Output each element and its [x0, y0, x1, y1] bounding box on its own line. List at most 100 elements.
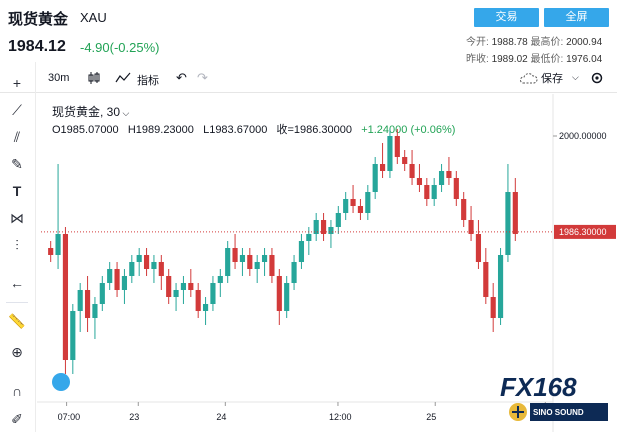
candle-body: [269, 255, 275, 276]
high-value: 2000.94: [566, 37, 603, 48]
settings-gear-icon[interactable]: [590, 71, 604, 85]
trade-button[interactable]: 交易: [474, 8, 539, 27]
svg-text:FX168: FX168: [500, 372, 577, 402]
candle-body: [490, 297, 496, 318]
candle-body: [335, 213, 341, 227]
pattern-icon[interactable]: ⋈: [10, 210, 24, 226]
interval-selector[interactable]: 30m: [48, 72, 70, 84]
back-arrow-icon[interactable]: ←: [10, 275, 24, 291]
stats-row-2: 昨收: 1989.02 最低价: 1976.04: [466, 50, 602, 65]
open-value: 1988.78: [491, 37, 528, 48]
candle-body: [343, 199, 349, 213]
prev-close-value: 1989.02: [491, 54, 528, 65]
legend-low: L1983.67000: [203, 124, 268, 136]
magnet-icon[interactable]: ∩: [11, 383, 23, 399]
candle-body: [298, 241, 305, 262]
candle-type-icon[interactable]: [87, 71, 101, 85]
trendline-icon[interactable]: ⟋: [12, 102, 22, 118]
candle-body: [416, 178, 423, 185]
candle-body: [232, 248, 238, 262]
candle-body: [239, 255, 246, 262]
legend-instrument: 现货黄金, 30: [52, 105, 121, 119]
prev-close-label: 昨收:: [466, 54, 489, 65]
candle-body: [77, 290, 83, 311]
undo-icon[interactable]: ↶: [176, 70, 187, 85]
low-value: 1976.04: [566, 54, 603, 65]
candle-body: [313, 220, 319, 234]
candle-body: [151, 262, 157, 269]
candle-body: [114, 269, 120, 290]
candle-body: [180, 283, 187, 290]
cloud-icon[interactable]: [518, 72, 538, 84]
text-icon[interactable]: T: [12, 183, 22, 199]
candle-body: [217, 276, 223, 283]
candle-body: [461, 199, 467, 220]
drawing-toolbar: + ⟋ ⫽ ✎ T ⋈ ⫶ ← 📏 ⊕ ∩ ✐: [0, 62, 36, 432]
candle-body: [438, 171, 445, 185]
last-price: 1984.12: [8, 38, 66, 55]
zoom-in-icon[interactable]: ⊕: [11, 344, 23, 360]
candle-body: [254, 262, 260, 269]
candle-body: [320, 220, 327, 234]
legend-dropdown-icon[interactable]: ⌵: [120, 108, 130, 118]
x-tick-label: 07:00: [58, 412, 81, 422]
sidebar-divider: [6, 302, 28, 303]
save-button[interactable]: 保存: [541, 73, 563, 85]
candle-body: [372, 164, 378, 192]
stats-row-1: 今开: 1988.78 最高价: 2000.94: [466, 33, 602, 48]
candle-body: [424, 185, 430, 199]
instrument-symbol: XAU: [80, 10, 107, 25]
candle-body: [261, 255, 268, 262]
candle-body: [195, 290, 201, 311]
candle-body: [357, 206, 364, 213]
candle-body: [446, 171, 452, 178]
candle-body: [468, 220, 474, 234]
candle-body: [121, 276, 128, 290]
last-price-label: 1986.30000: [559, 227, 607, 237]
ruler-icon[interactable]: 📏: [8, 313, 26, 329]
x-tick-label: 12:00: [329, 412, 352, 422]
indicators-icon[interactable]: [115, 71, 131, 85]
candle-body: [62, 234, 69, 360]
candle-body: [409, 164, 415, 178]
brush-icon[interactable]: ✎: [11, 156, 23, 172]
save-dropdown-icon[interactable]: ⌵: [572, 72, 579, 82]
candle-body: [48, 248, 54, 255]
candle-body: [453, 178, 459, 199]
candle-body: [350, 199, 356, 206]
candle-body: [136, 255, 142, 262]
candle-body: [365, 192, 371, 213]
candle-body: [188, 283, 194, 290]
candle-body: [99, 283, 105, 304]
crosshair-icon[interactable]: +: [12, 75, 22, 91]
candle-body: [70, 311, 76, 360]
candle-body: [387, 136, 393, 171]
price-change: -4.90(-0.25%): [80, 40, 160, 55]
indicators-button[interactable]: 指标: [137, 75, 159, 87]
legend-open: O1985.07000: [52, 124, 119, 136]
candle-body: [173, 290, 179, 297]
fib-icon[interactable]: ⫽: [13, 129, 21, 145]
fullscreen-button[interactable]: 全屏: [544, 8, 609, 27]
candle-body: [129, 262, 135, 276]
candle-body: [92, 304, 98, 318]
candle-body: [284, 283, 290, 311]
svg-text:SINO SOUND: SINO SOUND: [533, 408, 584, 417]
instrument-title: 现货黄金: [8, 11, 69, 28]
lock-pencil-icon[interactable]: ✐: [11, 411, 23, 427]
last-price-tag: [554, 224, 616, 239]
candle-body: [379, 164, 386, 171]
candle-body: [143, 255, 150, 269]
candle-body: [107, 269, 113, 283]
legend-close: 收=1986.30000: [276, 124, 353, 136]
candle-body: [483, 262, 489, 297]
candle-body: [55, 234, 61, 255]
candle-body: [431, 185, 437, 199]
candle-body: [291, 262, 297, 283]
redo-icon[interactable]: ↷: [197, 70, 208, 85]
fx168-logo: FX168 SINO SOUND: [500, 372, 608, 421]
candle-body: [328, 227, 334, 234]
measure-icon[interactable]: ⫶: [15, 237, 19, 253]
y-tick-label: 2000.00000: [559, 131, 607, 141]
